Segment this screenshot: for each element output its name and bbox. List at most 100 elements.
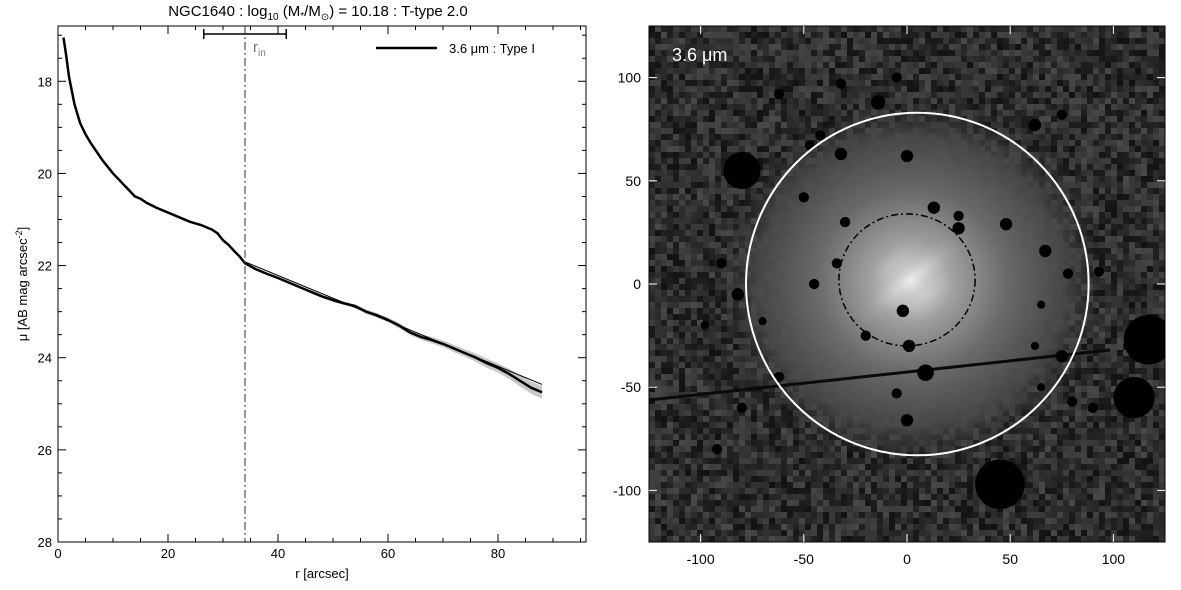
noise-pixel [1141, 38, 1147, 44]
noise-pixel [715, 122, 721, 128]
noise-pixel [1105, 350, 1111, 356]
profile-legend: 3.6 μm : Type I [376, 41, 535, 56]
noise-pixel [679, 200, 685, 206]
noise-pixel [1039, 74, 1045, 80]
noise-pixel [943, 98, 949, 104]
noise-pixel [1141, 32, 1147, 38]
noise-pixel [697, 146, 703, 152]
noise-pixel [1063, 164, 1069, 170]
noise-pixel [853, 74, 859, 80]
noise-pixel [1147, 194, 1153, 200]
noise-pixel [1039, 116, 1045, 122]
noise-pixel [715, 326, 721, 332]
noise-pixel [1105, 278, 1111, 284]
noise-pixel [1117, 212, 1123, 218]
noise-pixel [691, 236, 697, 242]
noise-pixel [1087, 38, 1093, 44]
noise-pixel [709, 356, 715, 362]
noise-pixel [715, 98, 721, 104]
noise-pixel [667, 230, 673, 236]
noise-pixel [679, 98, 685, 104]
noise-pixel [673, 98, 679, 104]
noise-pixel [1117, 32, 1123, 38]
noise-pixel [1015, 92, 1021, 98]
noise-pixel [1111, 290, 1117, 296]
noise-pixel [967, 68, 973, 74]
noise-pixel [925, 92, 931, 98]
noise-pixel [805, 56, 811, 62]
noise-pixel [925, 86, 931, 92]
noise-pixel [1081, 170, 1087, 176]
noise-pixel [985, 38, 991, 44]
noise-pixel [787, 140, 793, 146]
noise-pixel [679, 50, 685, 56]
noise-pixel [847, 38, 853, 44]
noise-pixel [703, 290, 709, 296]
noise-pixel [751, 50, 757, 56]
noise-pixel [841, 110, 847, 116]
noise-pixel [871, 92, 877, 98]
noise-pixel [853, 62, 859, 68]
noise-pixel [835, 62, 841, 68]
noise-pixel [991, 74, 997, 80]
noise-pixel [799, 116, 805, 122]
noise-pixel [1141, 104, 1147, 110]
noise-pixel [877, 86, 883, 92]
noise-pixel [1147, 212, 1153, 218]
noise-pixel [751, 128, 757, 134]
noise-pixel [721, 50, 727, 56]
noise-pixel [937, 56, 943, 62]
noise-pixel [1153, 182, 1159, 188]
noise-pixel [679, 212, 685, 218]
noise-pixel [1099, 242, 1105, 248]
noise-pixel [739, 50, 745, 56]
noise-pixel [715, 242, 721, 248]
noise-pixel [727, 332, 733, 338]
noise-pixel [709, 152, 715, 158]
noise-pixel [697, 320, 703, 326]
noise-pixel [715, 194, 721, 200]
noise-pixel [685, 188, 691, 194]
noise-pixel [715, 290, 721, 296]
noise-pixel [697, 104, 703, 110]
noise-pixel [673, 68, 679, 74]
noise-pixel [745, 140, 751, 146]
noise-pixel [817, 104, 823, 110]
noise-pixel [1153, 176, 1159, 182]
noise-pixel [769, 92, 775, 98]
noise-pixel [1159, 224, 1165, 230]
noise-pixel [1051, 110, 1057, 116]
noise-pixel [1105, 26, 1111, 32]
noise-pixel [1039, 140, 1045, 146]
noise-pixel [685, 128, 691, 134]
noise-pixel [655, 254, 661, 260]
noise-pixel [1105, 260, 1111, 266]
noise-pixel [991, 86, 997, 92]
noise-pixel [805, 104, 811, 110]
noise-pixel [655, 104, 661, 110]
noise-pixel [721, 104, 727, 110]
noise-pixel [1141, 164, 1147, 170]
noise-pixel [751, 152, 757, 158]
noise-pixel [691, 218, 697, 224]
noise-pixel [1117, 44, 1123, 50]
noise-pixel [709, 164, 715, 170]
noise-pixel [715, 74, 721, 80]
noise-pixel [985, 74, 991, 80]
noise-pixel [1099, 212, 1105, 218]
noise-pixel [787, 128, 793, 134]
noise-pixel [1087, 110, 1093, 116]
noise-pixel [841, 32, 847, 38]
noise-pixel [1015, 128, 1021, 134]
noise-pixel [1123, 146, 1129, 152]
noise-pixel [1159, 296, 1165, 302]
noise-pixel [769, 140, 775, 146]
noise-pixel [1147, 122, 1153, 128]
noise-pixel [661, 212, 667, 218]
noise-pixel [1159, 194, 1165, 200]
noise-pixel [1039, 92, 1045, 98]
noise-pixel [1021, 122, 1027, 128]
noise-pixel [697, 194, 703, 200]
noise-pixel [667, 326, 673, 332]
noise-pixel [667, 356, 673, 362]
